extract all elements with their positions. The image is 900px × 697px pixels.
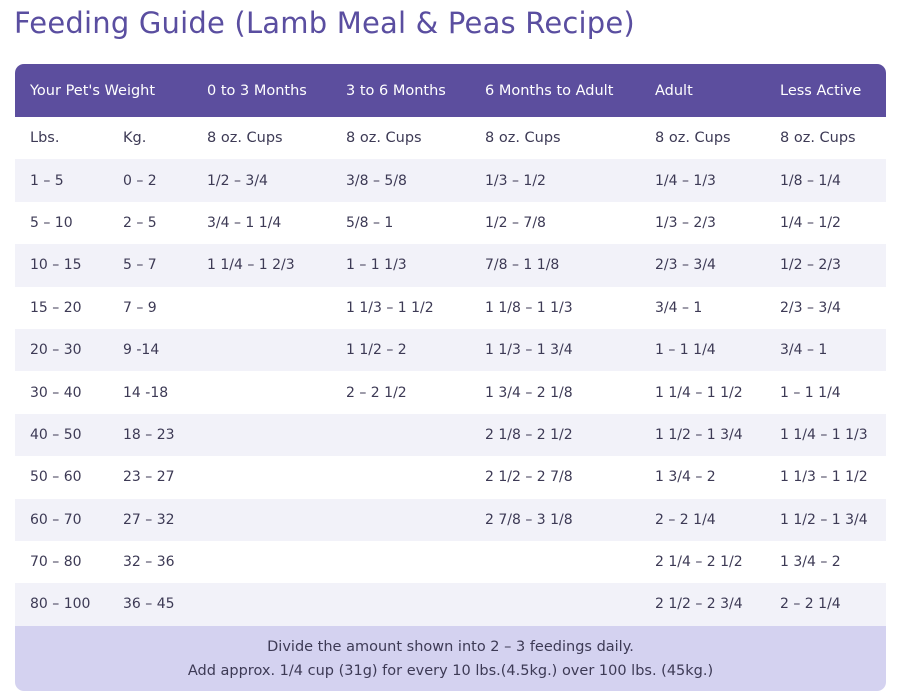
cell-lbs: 10 – 15 — [30, 257, 82, 274]
cell-kg: 5 – 7 — [123, 257, 157, 274]
cell-kg: 32 – 36 — [123, 554, 175, 571]
cell-lbs: 20 – 30 — [30, 342, 82, 359]
cell-less-active: 1 3/4 – 2 — [780, 554, 841, 571]
cell-less-active: 2/3 – 3/4 — [780, 299, 841, 316]
cell-adult: 1 1/4 – 1 1/2 — [655, 384, 743, 401]
subheader-cups: 8 oz. Cups — [346, 130, 422, 147]
cell-6-months-adult: 1/2 – 7/8 — [485, 214, 546, 231]
table-row: 10 – 15 5 – 7 1 1/4 – 1 2/3 1 – 1 1/3 7/8 – … — [15, 244, 886, 287]
cell-adult: 2 1/4 – 2 1/2 — [655, 554, 743, 571]
cell-kg: 2 – 5 — [123, 214, 157, 231]
cell-3-6-months: 1 – 1 1/3 — [346, 257, 407, 274]
cell-lbs: 60 – 70 — [30, 511, 82, 528]
cell-6-months-adult: 2 1/8 – 2 1/2 — [485, 426, 573, 443]
cell-adult: 3/4 – 1 — [655, 299, 703, 316]
cell-lbs: 70 – 80 — [30, 554, 82, 571]
cell-3-6-months: 3/8 – 5/8 — [346, 172, 407, 189]
table-row: 1 – 5 0 – 2 1/2 – 3/4 3/8 – 5/8 1/3 – 1/2 1/4… — [15, 159, 886, 202]
cell-adult: 1/3 – 2/3 — [655, 214, 716, 231]
cell-kg: 14 -18 — [123, 384, 169, 401]
subheader-lbs: Lbs. — [30, 130, 60, 147]
table-row: 30 – 40 14 -18 2 – 2 1/2 1 3/4 – 2 1/8 1 1/4… — [15, 371, 886, 413]
table-header: Your Pet's Weight 0 to 3 Months 3 to 6 M… — [15, 64, 886, 117]
table-row: 70 – 80 32 – 36 2 1/4 – 2 1/2 1 3/4 – 2 — [15, 541, 886, 583]
cell-lbs: 1 – 5 — [30, 172, 64, 189]
cell-adult: 1 1/2 – 1 3/4 — [655, 426, 743, 443]
cell-less-active: 3/4 – 1 — [780, 342, 828, 359]
cell-3-6-months: 1 1/3 – 1 1/2 — [346, 299, 434, 316]
table-row: 20 – 30 9 -14 1 1/2 – 2 1 1/3 – 1 3/4 1 – 1 … — [15, 328, 886, 372]
cell-less-active: 1 – 1 1/4 — [780, 384, 841, 401]
subheader-cups: 8 oz. Cups — [780, 130, 856, 147]
table-row: 15 – 20 7 – 9 1 1/3 – 1 1/2 1 1/8 – 1 1/3 3/… — [15, 287, 886, 329]
feeding-guide-table: Your Pet's Weight 0 to 3 Months 3 to 6 M… — [15, 64, 886, 691]
table-row: 50 – 60 23 – 27 2 1/2 – 2 7/8 1 3/4 – 2 1 1/… — [15, 456, 886, 498]
page-title: Feeding Guide (Lamb Meal & Peas Recipe) — [14, 6, 635, 40]
cell-0-3-months: 3/4 – 1 1/4 — [207, 214, 282, 231]
footer-line-2: Add approx. 1/4 cup (31g) for every 10 l… — [187, 662, 714, 679]
cell-kg: 0 – 2 — [123, 172, 157, 189]
cell-adult: 1/4 – 1/3 — [655, 172, 716, 189]
footer-line-1: Divide the amount shown into 2 – 3 feedi… — [267, 638, 634, 655]
cell-6-months-adult: 1 1/3 – 1 3/4 — [485, 342, 573, 359]
subheader-cups: 8 oz. Cups — [655, 130, 731, 147]
cell-less-active: 1/2 – 2/3 — [780, 257, 841, 274]
cell-lbs: 15 – 20 — [30, 299, 82, 316]
cell-adult: 1 3/4 – 2 — [655, 469, 716, 486]
header-weight: Your Pet's Weight — [30, 82, 156, 99]
cell-less-active: 1 1/2 – 1 3/4 — [780, 511, 868, 528]
header-6-months-adult: 6 Months to Adult — [485, 82, 614, 99]
header-adult: Adult — [655, 82, 693, 99]
subheader-cups: 8 oz. Cups — [207, 130, 283, 147]
cell-6-months-adult: 2 1/2 – 2 7/8 — [485, 469, 573, 486]
cell-less-active: 1/8 – 1/4 — [780, 172, 841, 189]
cell-kg: 36 – 45 — [123, 596, 175, 613]
subheader-cups: 8 oz. Cups — [485, 130, 561, 147]
cell-kg: 27 – 32 — [123, 511, 175, 528]
subheader-kg: Kg. — [123, 130, 147, 147]
table-row: 60 – 70 27 – 32 2 7/8 – 3 1/8 2 – 2 1/4 1 1/… — [15, 498, 886, 541]
cell-less-active: 1 1/3 – 1 1/2 — [780, 469, 868, 486]
cell-3-6-months: 5/8 – 1 — [346, 214, 394, 231]
table-footer-note: Divide the amount shown into 2 – 3 feedi… — [15, 626, 886, 691]
cell-kg: 7 – 9 — [123, 299, 157, 316]
cell-adult: 2 – 2 1/4 — [655, 511, 716, 528]
cell-adult: 1 – 1 1/4 — [655, 342, 716, 359]
cell-less-active: 2 – 2 1/4 — [780, 596, 841, 613]
table-row: 80 – 100 36 – 45 2 1/2 – 2 3/4 2 – 2 1/4 — [15, 583, 886, 626]
cell-adult: 2/3 – 3/4 — [655, 257, 716, 274]
cell-lbs: 80 – 100 — [30, 596, 91, 613]
table-subheader: Lbs. Kg. 8 oz. Cups 8 oz. Cups 8 oz. Cup… — [15, 117, 886, 159]
cell-less-active: 1 1/4 – 1 1/3 — [780, 426, 868, 443]
cell-less-active: 1/4 – 1/2 — [780, 214, 841, 231]
cell-adult: 2 1/2 – 2 3/4 — [655, 596, 743, 613]
cell-6-months-adult: 1 1/8 – 1 1/3 — [485, 299, 573, 316]
table-row: 5 – 10 2 – 5 3/4 – 1 1/4 5/8 – 1 1/2 – 7/8 1/… — [15, 202, 886, 244]
cell-6-months-adult: 1/3 – 1/2 — [485, 172, 546, 189]
cell-0-3-months: 1 1/4 – 1 2/3 — [207, 257, 295, 274]
header-0-3-months: 0 to 3 Months — [207, 82, 307, 99]
cell-0-3-months: 1/2 – 3/4 — [207, 172, 268, 189]
cell-lbs: 50 – 60 — [30, 469, 82, 486]
cell-kg: 9 -14 — [123, 342, 160, 359]
cell-6-months-adult: 7/8 – 1 1/8 — [485, 257, 560, 274]
cell-kg: 18 – 23 — [123, 426, 175, 443]
cell-3-6-months: 1 1/2 – 2 — [346, 342, 407, 359]
cell-kg: 23 – 27 — [123, 469, 175, 486]
table-row: 40 – 50 18 – 23 2 1/8 – 2 1/2 1 1/2 – 1 3/4… — [15, 413, 886, 457]
header-3-6-months: 3 to 6 Months — [346, 82, 446, 99]
cell-3-6-months: 2 – 2 1/2 — [346, 384, 407, 401]
cell-lbs: 5 – 10 — [30, 214, 73, 231]
cell-lbs: 30 – 40 — [30, 384, 82, 401]
cell-6-months-adult: 1 3/4 – 2 1/8 — [485, 384, 573, 401]
header-less-active: Less Active — [780, 82, 862, 99]
cell-6-months-adult: 2 7/8 – 3 1/8 — [485, 511, 573, 528]
cell-lbs: 40 – 50 — [30, 426, 82, 443]
